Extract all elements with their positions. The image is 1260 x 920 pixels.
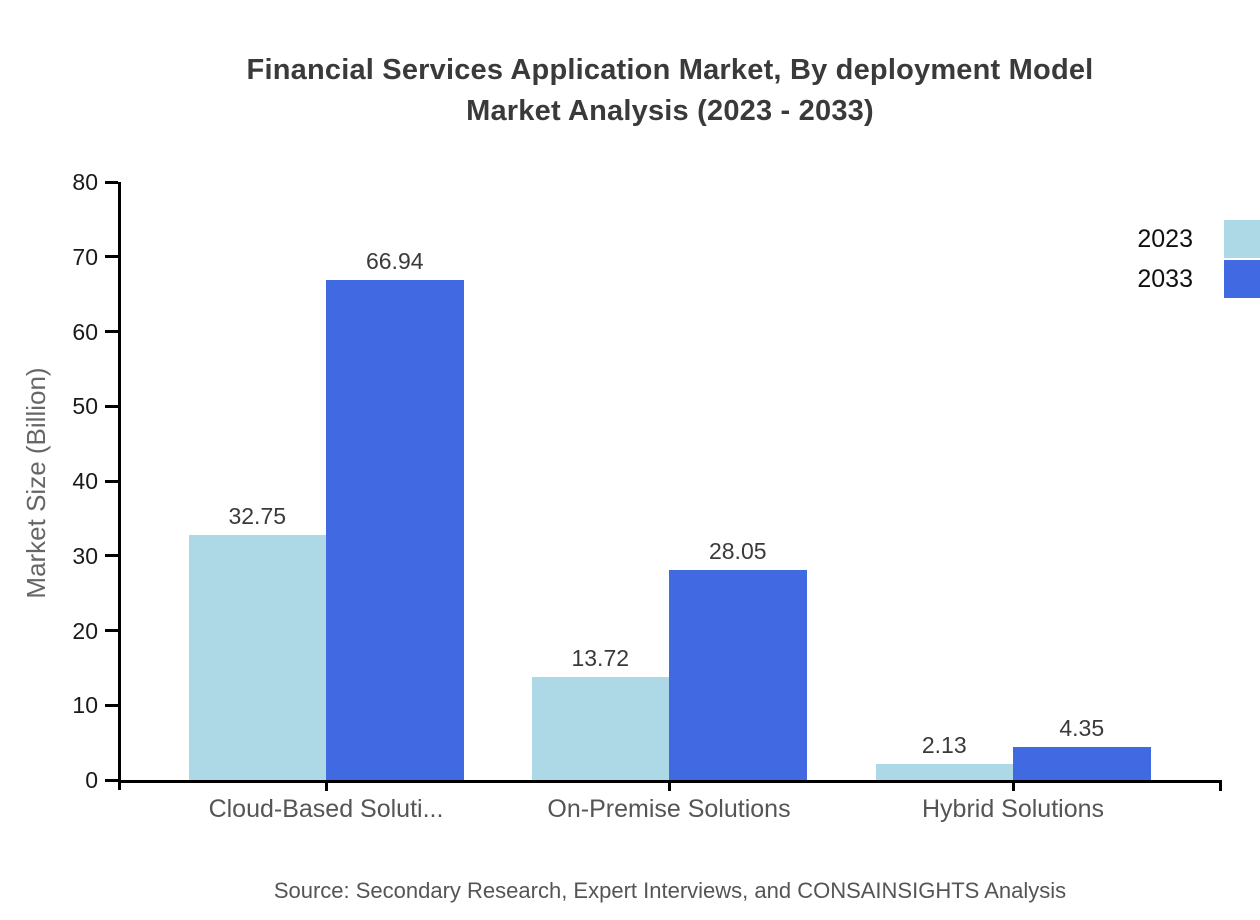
y-tick-label: 80 bbox=[72, 169, 98, 195]
y-axis-line bbox=[118, 182, 121, 790]
bar-2023-3 bbox=[875, 764, 1013, 780]
y-tick-mark bbox=[105, 180, 118, 184]
bar-2023-2 bbox=[531, 677, 669, 780]
x-tick-mark bbox=[667, 781, 671, 791]
bar-value-label: 32.75 bbox=[228, 503, 287, 530]
x-tick-mark bbox=[1011, 781, 1015, 791]
y-tick-mark bbox=[105, 330, 118, 333]
legend-label-2033: 2033 bbox=[1137, 265, 1193, 293]
chart-title: Financial Services Application Market, B… bbox=[118, 50, 1222, 132]
legend-swatch-2033 bbox=[1224, 260, 1260, 298]
bar-value-label: 28.05 bbox=[708, 538, 767, 565]
bar-value-label: 13.72 bbox=[571, 645, 630, 672]
y-tick-mark bbox=[105, 404, 118, 408]
x-tick-mark bbox=[324, 781, 328, 791]
bar-2023-1 bbox=[188, 535, 326, 780]
y-tick-label: 50 bbox=[72, 393, 98, 420]
y-tick-label: 70 bbox=[72, 243, 98, 270]
y-tick-label: 60 bbox=[72, 318, 98, 345]
source-note: Source: Secondary Research, Expert Inter… bbox=[273, 878, 1067, 903]
y-tick-label: 30 bbox=[72, 542, 98, 569]
legend-label-2023: 2023 bbox=[1137, 225, 1193, 253]
y-tick-label: 40 bbox=[72, 468, 98, 494]
y-tick-label: 20 bbox=[72, 617, 98, 644]
legend-swatch-2023 bbox=[1224, 220, 1260, 258]
y-tick-mark bbox=[105, 629, 118, 632]
category-label: Hybrid Solutions bbox=[921, 795, 1105, 823]
bar-value-label: 4.35 bbox=[1059, 715, 1105, 742]
bar-value-label: 66.94 bbox=[365, 247, 424, 274]
y-tick-mark bbox=[105, 255, 118, 259]
y-tick-label: 10 bbox=[72, 692, 98, 719]
bar-2033-2 bbox=[669, 570, 807, 780]
y-tick-mark bbox=[105, 778, 118, 782]
chart-title-line2: Market Analysis (2023 - 2033) bbox=[466, 95, 874, 127]
x-axis-end-tick bbox=[1219, 781, 1222, 791]
y-tick-mark bbox=[105, 703, 118, 707]
chart-title-line1: Financial Services Application Market, B… bbox=[246, 54, 1094, 86]
bar-2033-3 bbox=[1013, 747, 1151, 780]
category-label: Cloud-Based Soluti... bbox=[208, 795, 444, 823]
y-tick-mark bbox=[105, 554, 118, 558]
bar-value-label: 2.13 bbox=[921, 732, 967, 759]
y-tick-label: 0 bbox=[85, 767, 98, 793]
bar-2033-1 bbox=[326, 279, 464, 780]
category-label: On-Premise Solutions bbox=[547, 795, 791, 823]
y-tick-mark bbox=[105, 479, 118, 483]
